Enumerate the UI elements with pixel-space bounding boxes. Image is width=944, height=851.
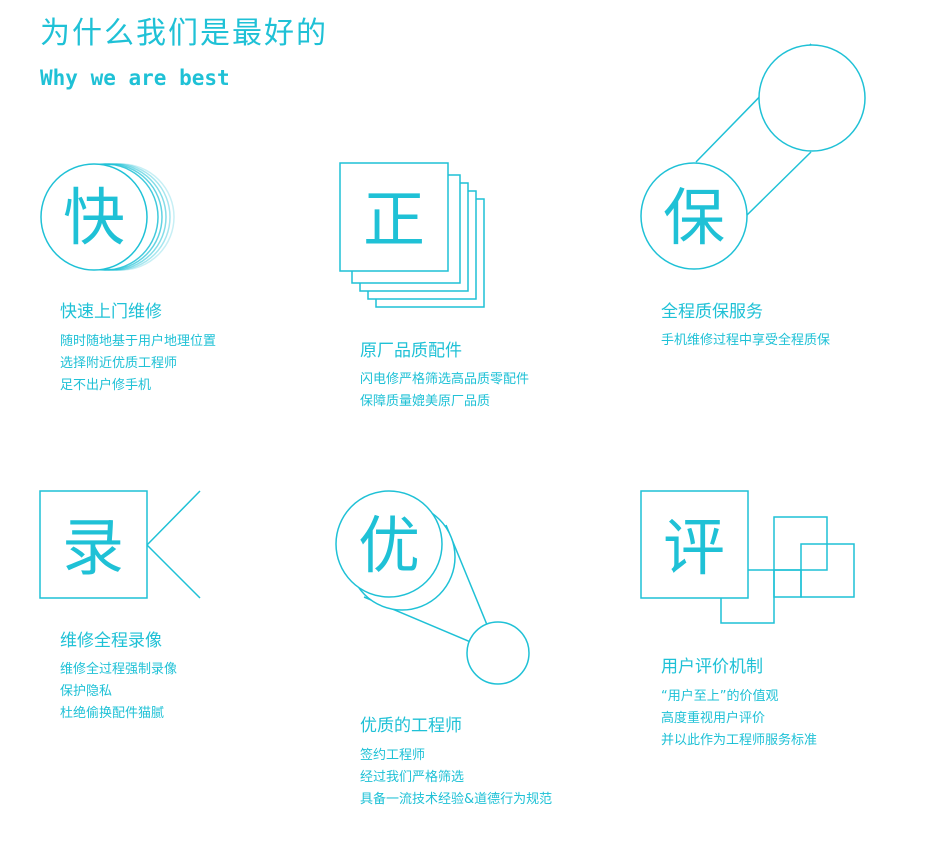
card-line: 签约工程师: [360, 748, 426, 763]
card-glyph: 评: [663, 511, 725, 584]
card-line: “用户至上”的价值观: [661, 689, 779, 704]
page-subtitle: Why we are best: [40, 66, 230, 90]
card-line: 保护隐私: [60, 684, 113, 699]
interlocked-squares-icon: 评: [639, 489, 859, 629]
card-description: 随时随地基于用户地理位置 选择附近优质工程师 足不出户修手机: [60, 331, 216, 397]
card-title: 全程质保服务: [661, 302, 763, 322]
card-description: 维修全过程强制录像 保护隐私 杜绝偷换配件猫腻: [60, 659, 177, 725]
card-line: 选择附近优质工程师: [60, 356, 178, 371]
card-line: 随时随地基于用户地理位置: [60, 334, 217, 349]
linked-circles-icon: 保: [636, 40, 876, 276]
card-line: 并以此作为工程师服务标准: [661, 733, 818, 748]
card-title: 用户评价机制: [661, 657, 763, 677]
square-stack-icon: 正: [338, 161, 488, 311]
card-title: 维修全程录像: [60, 631, 162, 651]
card-title: 原厂品质配件: [360, 341, 462, 361]
circle-stack-icon: 快: [36, 158, 186, 276]
card-line: 闪电修严格筛选高品质零配件: [360, 372, 530, 387]
card-glyph: 正: [363, 183, 425, 256]
card-line: 具备一流技术经验&道德行为规范: [360, 792, 553, 807]
page-title: 为什么我们是最好的: [40, 16, 328, 51]
card-line: 维修全过程强制录像: [60, 662, 178, 677]
card-line: 手机维修过程中享受全程质保: [661, 333, 831, 348]
camera-square-icon: 录: [38, 489, 208, 601]
card-line: 高度重视用户评价: [661, 711, 766, 726]
card-description: “用户至上”的价值观 高度重视用户评价 并以此作为工程师服务标准: [661, 686, 817, 752]
card-description: 签约工程师 经过我们严格筛选 具备一流技术经验&道德行为规范: [360, 745, 552, 811]
card-glyph: 快: [63, 181, 125, 254]
card-description: 手机维修过程中享受全程质保: [661, 330, 830, 352]
card-title: 快速上门维修: [60, 302, 162, 322]
card-line: 保障质量媲美原厂品质: [360, 394, 491, 409]
card-title: 优质的工程师: [360, 716, 462, 736]
magnifier-circles-icon: 优: [334, 487, 534, 687]
card-glyph: 保: [663, 181, 725, 254]
card-line: 经过我们严格筛选: [360, 770, 465, 785]
card-glyph: 优: [358, 509, 420, 582]
card-line: 足不出户修手机: [60, 378, 152, 393]
card-description: 闪电修严格筛选高品质零配件 保障质量媲美原厂品质: [360, 369, 529, 413]
card-line: 杜绝偷换配件猫腻: [60, 706, 165, 721]
card-glyph: 录: [62, 511, 124, 584]
